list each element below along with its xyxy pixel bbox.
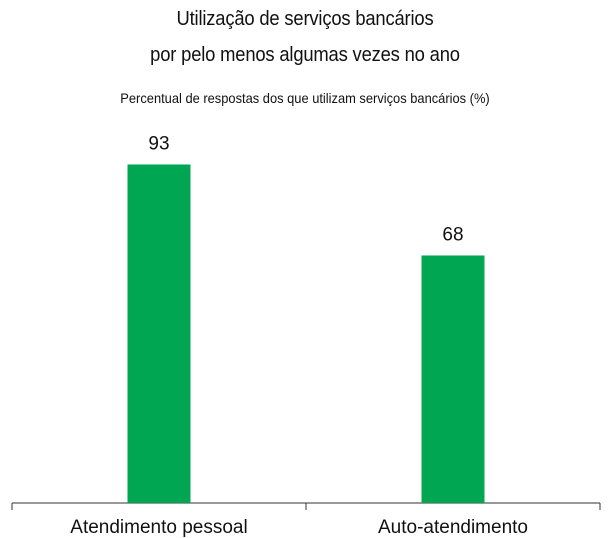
bar [421,255,485,503]
x-tick-label: Auto-atendimento [378,517,528,538]
data-label: 93 [148,133,169,154]
chart-subtitle: Percentual de respostas dos que utilizam… [120,90,490,106]
bar [127,164,191,504]
chart-title-line-2: por pelo menos algumas vezes no ano [150,44,460,66]
chart-title-line-1: Utilização de serviços bancários [176,8,434,30]
x-tick-label: Atendimento pessoal [70,517,247,538]
data-label: 68 [442,224,463,245]
